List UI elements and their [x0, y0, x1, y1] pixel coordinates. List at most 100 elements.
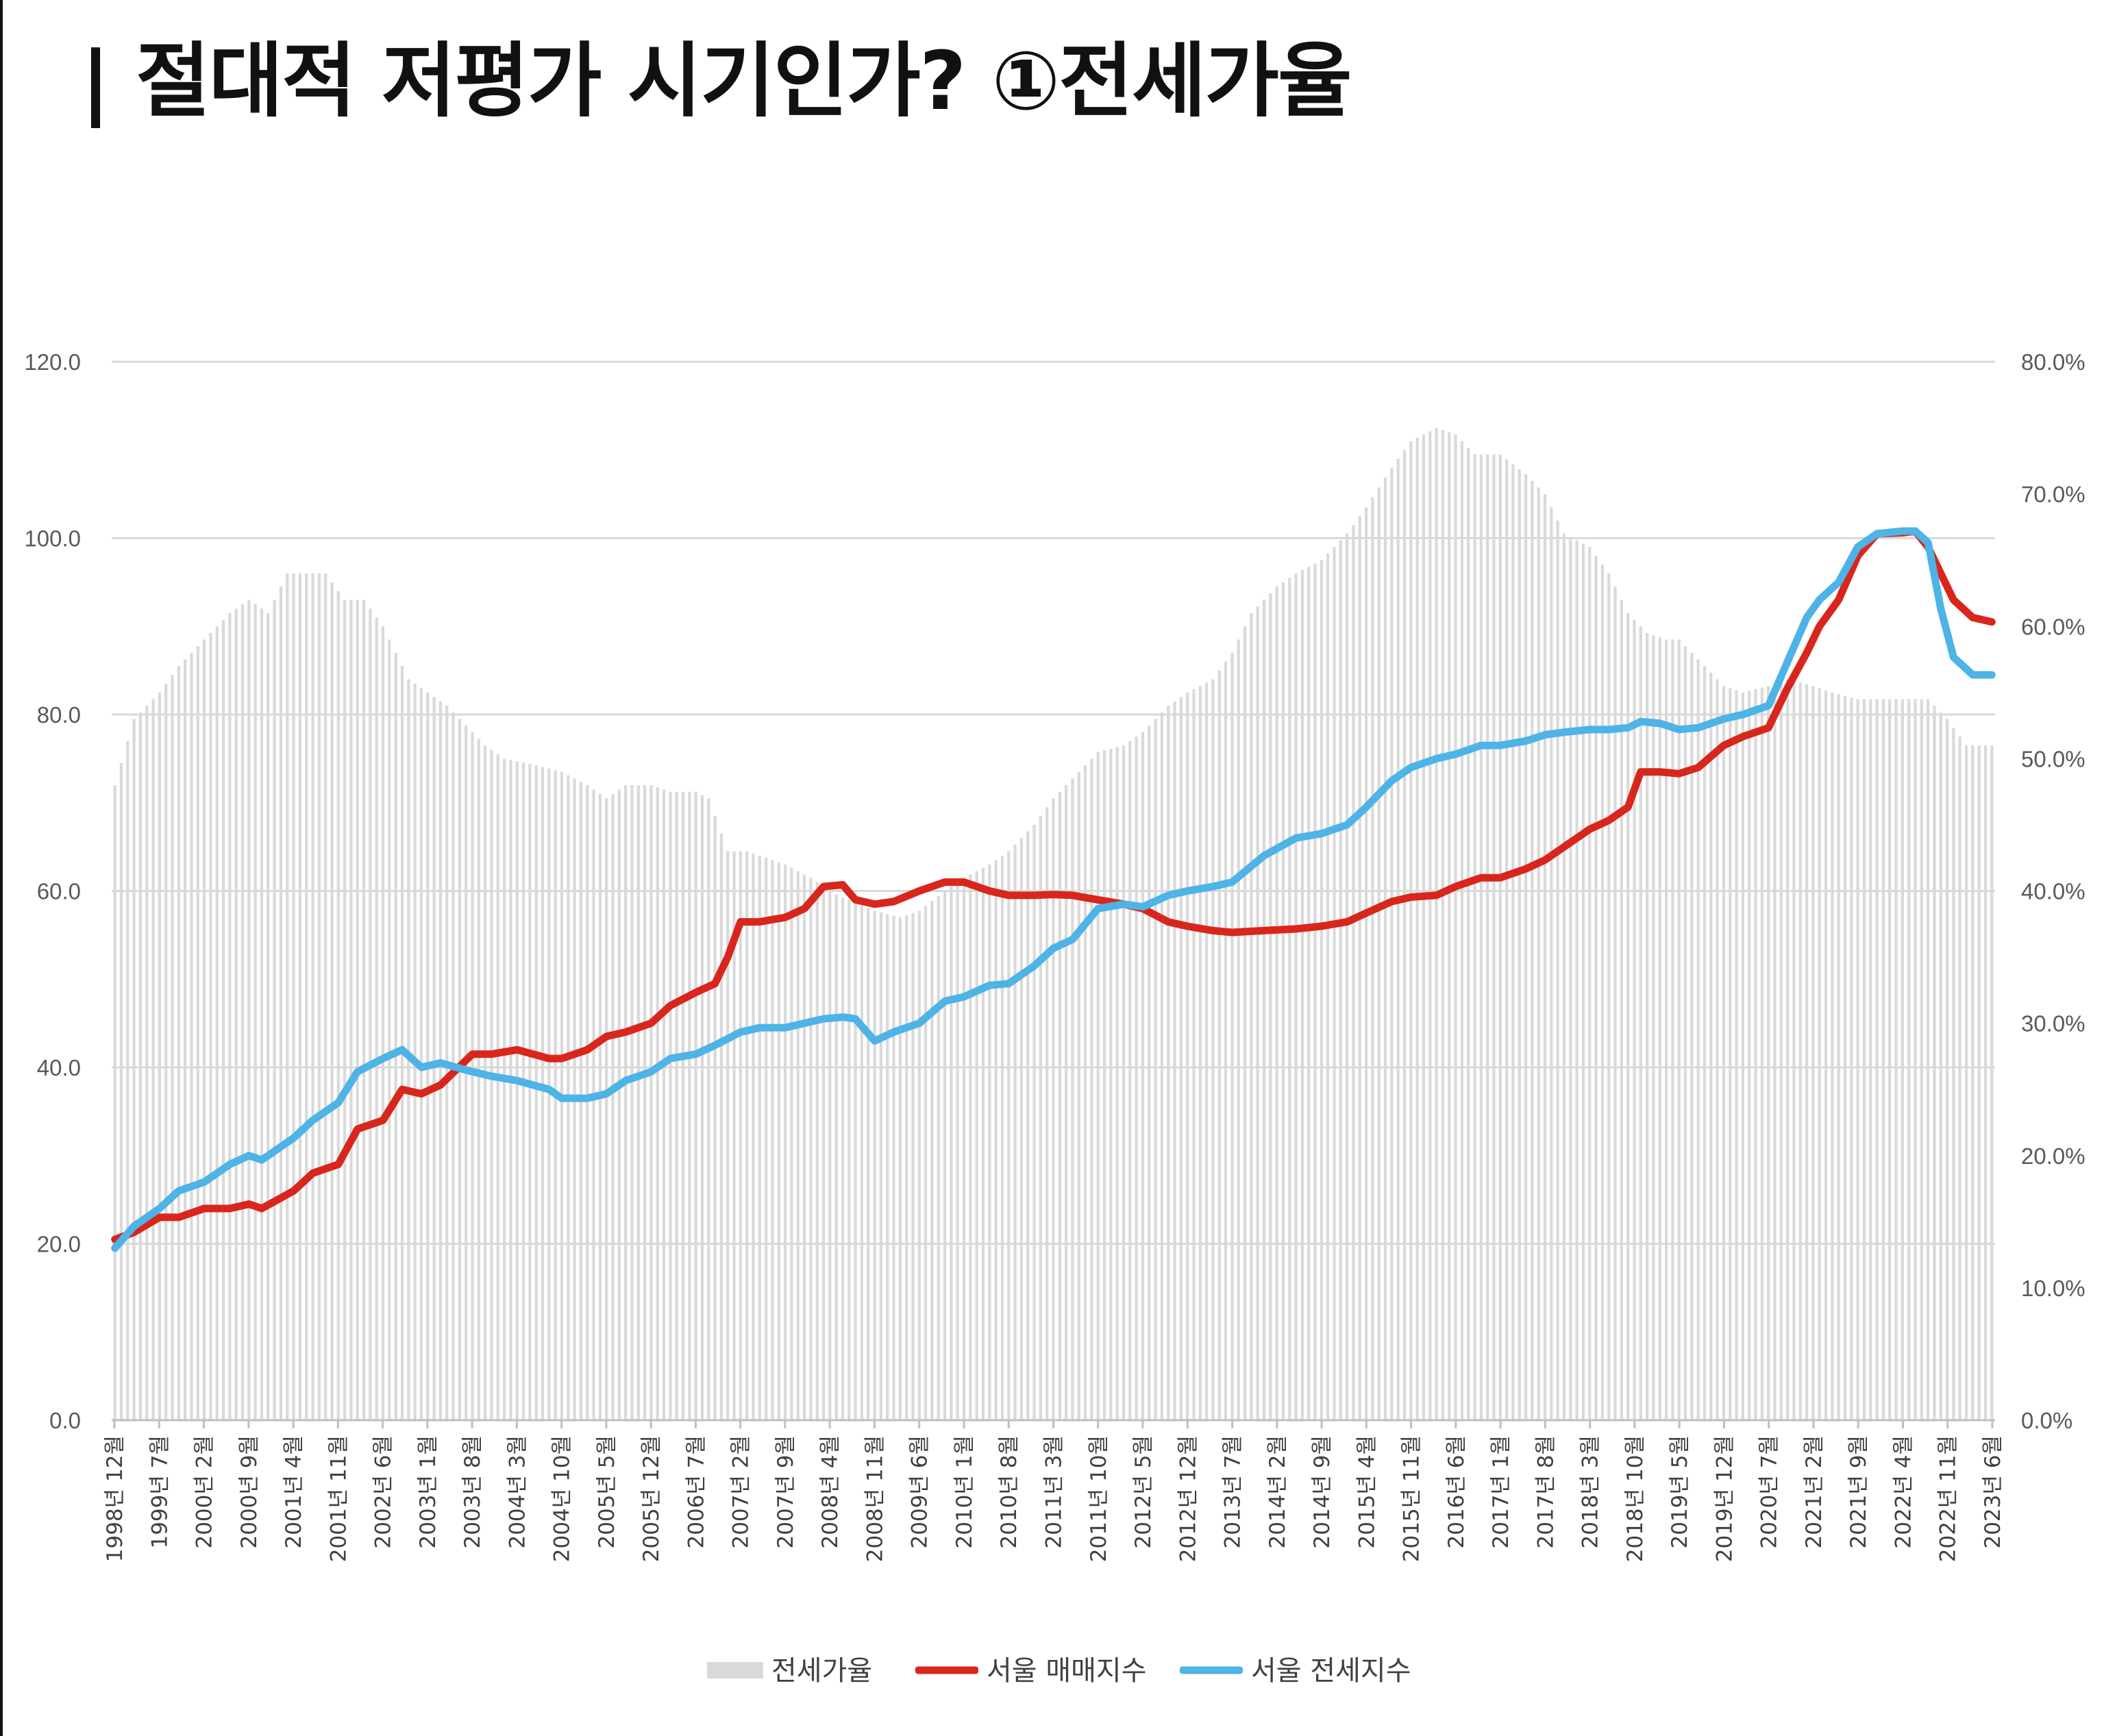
line-series: [111, 527, 1996, 1252]
bar-jeonse-ratio: [286, 573, 289, 1420]
bar-jeonse-ratio: [777, 862, 780, 1420]
bar-jeonse-ratio: [1377, 487, 1381, 1420]
bar-jeonse-ratio: [771, 860, 774, 1420]
bar-jeonse-ratio: [1237, 639, 1240, 1420]
bar-jeonse-ratio: [1831, 692, 1834, 1420]
line-seoul-sale-index: [111, 527, 1996, 1243]
bar-jeonse-ratio: [509, 760, 512, 1420]
bar-jeonse-ratio: [1320, 560, 1323, 1420]
x-tick-label: 2021년 2월: [1802, 1435, 1827, 1549]
bar-jeonse-ratio: [1313, 563, 1317, 1420]
bar-jeonse-ratio: [1256, 606, 1259, 1420]
bar-jeonse-ratio: [298, 573, 301, 1420]
bar-jeonse-ratio: [867, 908, 870, 1420]
bar-jeonse-ratio: [1179, 697, 1183, 1420]
bar-jeonse-ratio: [1326, 554, 1330, 1420]
bar-jeonse-ratio: [400, 666, 404, 1420]
bar-jeonse-ratio: [1083, 765, 1087, 1420]
bar-jeonse-ratio: [1607, 573, 1611, 1420]
bar-jeonse-ratio: [1333, 547, 1336, 1420]
bar-jeonse-ratio: [362, 599, 366, 1420]
bar-jeonse-ratio: [126, 741, 129, 1420]
bar-jeonse-ratio: [1677, 639, 1681, 1420]
bar-jeonse-ratio: [1952, 728, 1955, 1420]
bar-jeonse-ratio: [209, 632, 212, 1420]
bar-jeonse-ratio: [484, 745, 487, 1420]
x-axis: 1998년 12월 1999년 7월 2000년 2월 2000년 9월 2001년 4…: [103, 1419, 2005, 1562]
x-tick-label: 2016년 6월: [1444, 1435, 1469, 1549]
bar-jeonse-ratio: [1556, 520, 1559, 1420]
bar-jeonse-ratio: [496, 754, 499, 1420]
bar-jeonse-ratio: [1581, 543, 1585, 1420]
bar-jeonse-ratio: [215, 626, 219, 1420]
x-tick-label: 2000년 2월: [193, 1435, 217, 1549]
bar-jeonse-ratio: [1460, 441, 1463, 1420]
x-tick-label: 2005년 5월: [595, 1435, 619, 1549]
bar-jeonse-ratio: [1767, 686, 1770, 1420]
bar-jeonse-ratio: [502, 758, 506, 1420]
bar-jeonse-ratio: [1122, 745, 1126, 1420]
x-tick-label: 2015년 11월: [1400, 1435, 1424, 1562]
frame-edge: [0, 0, 3, 1736]
bar-jeonse-ratio: [821, 886, 826, 1420]
bar-jeonse-ratio: [969, 874, 972, 1420]
bar-jeonse-ratio: [1914, 699, 1917, 1420]
x-tick-label: 2010년 1월: [952, 1435, 977, 1549]
bar-jeonse-ratio: [719, 833, 723, 1420]
bar-jeonse-ratio: [1907, 699, 1911, 1420]
bar-jeonse-ratio: [528, 764, 532, 1420]
bar-jeonse-ratio: [1486, 454, 1489, 1420]
y-right-tick-label: 40.0%: [2021, 879, 2085, 904]
y-right-tick-label: 20.0%: [2021, 1143, 2085, 1169]
bar-jeonse-ratio: [1109, 748, 1113, 1420]
bar-jeonse-ratio: [1786, 679, 1790, 1420]
bar-jeonse-ratio: [1518, 469, 1521, 1420]
bar-jeonse-ratio: [1811, 686, 1815, 1420]
x-tick-label: 2002년 6월: [371, 1435, 396, 1549]
x-tick-label: 2011년 10월: [1087, 1435, 1111, 1562]
bar-jeonse-ratio: [1543, 494, 1547, 1420]
bar-jeonse-ratio: [1250, 612, 1253, 1420]
bar-jeonse-ratio: [388, 639, 391, 1420]
bar-jeonse-ratio: [1798, 682, 1802, 1420]
bar-jeonse-ratio: [917, 910, 921, 1420]
bar-jeonse-ratio: [1007, 851, 1011, 1420]
bar-jeonse-ratio: [151, 699, 155, 1420]
bar-jeonse-ratio: [343, 599, 347, 1420]
bar-jeonse-ratio: [1537, 487, 1540, 1420]
bar-jeonse-ratio: [662, 789, 666, 1420]
bar-jeonse-ratio: [688, 791, 691, 1420]
bar-jeonse-ratio: [1652, 635, 1655, 1420]
x-tick-label: 2013년 7월: [1221, 1435, 1246, 1549]
bar-jeonse-ratio: [1409, 441, 1413, 1420]
bar-jeonse-ratio: [981, 867, 985, 1420]
bar-jeonse-ratio: [177, 666, 180, 1420]
bar-jeonse-ratio: [681, 791, 685, 1420]
bar-jeonse-ratio: [534, 765, 538, 1420]
bar-jeonse-ratio: [1294, 573, 1298, 1420]
bar-jeonse-ratio: [145, 706, 149, 1420]
bar-jeonse-ratio: [1729, 688, 1732, 1420]
bar-jeonse-ratio: [956, 882, 959, 1420]
bar-jeonse-ratio: [1569, 536, 1572, 1420]
bar-jeonse-ratio: [1613, 586, 1617, 1420]
legend-key-jeonse-ratio: [707, 1662, 763, 1678]
x-tick-label: 1998년 12월: [103, 1435, 127, 1562]
bar-jeonse-ratio: [1026, 831, 1030, 1420]
bar-jeonse-ratio: [203, 639, 206, 1420]
x-tick-label: 2014년 2월: [1265, 1435, 1290, 1549]
bar-jeonse-ratio: [158, 692, 161, 1420]
bar-jeonse-ratio: [1964, 745, 1968, 1420]
legend-label: 서울 매매지수: [987, 1655, 1147, 1687]
bar-jeonse-ratio: [1760, 687, 1763, 1420]
bar-jeonse-ratio: [1511, 464, 1515, 1420]
bar-jeonse-ratio: [1358, 516, 1361, 1420]
y-right-tick-label: 10.0%: [2021, 1276, 2085, 1301]
bar-jeonse-ratio: [119, 762, 123, 1420]
y-axis-right: 0.0% 10.0% 20.0% 30.0% 40.0% 50.0% 60.0% 70.0% 8…: [2021, 349, 2085, 1433]
bar-jeonse-ratio: [1281, 582, 1285, 1420]
bar-jeonse-ratio: [975, 871, 978, 1420]
bar-jeonse-ratio: [605, 798, 608, 1420]
bar-jeonse-ratio: [1090, 758, 1093, 1420]
bar-jeonse-ratio: [1275, 586, 1278, 1420]
